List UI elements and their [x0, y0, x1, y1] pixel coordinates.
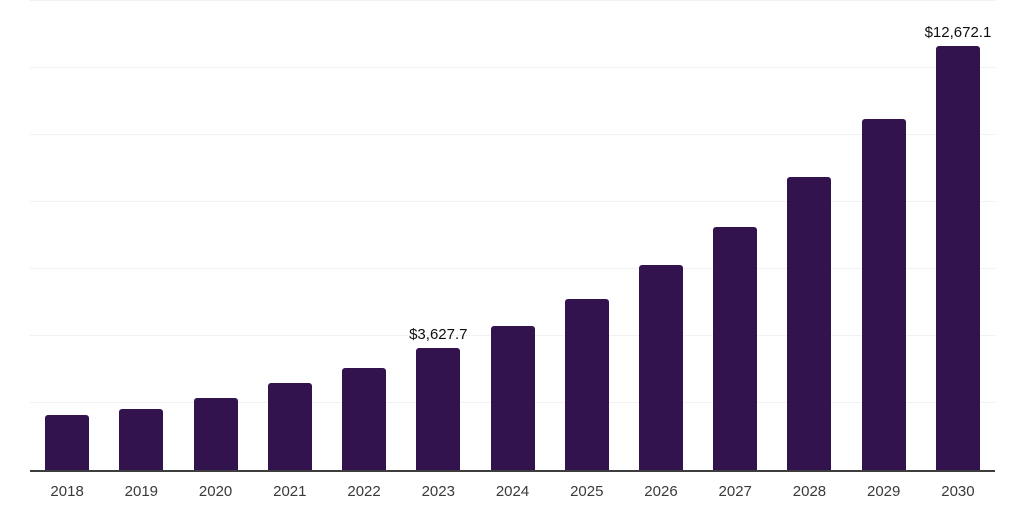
- bar-slot-2030: $12,672.1: [921, 1, 995, 470]
- x-tick-2028: 2028: [792, 483, 827, 500]
- gridline: [30, 67, 995, 68]
- bars-layer: $3,627.7 $12,672.1: [30, 1, 995, 470]
- x-tick-2030: 2030: [941, 483, 975, 500]
- gridline: [30, 201, 995, 202]
- x-tick-2027: 2027: [718, 483, 752, 500]
- x-tick-2029: 2029: [867, 483, 901, 500]
- bar-slot-2027: [698, 1, 772, 470]
- bar-2026: [638, 264, 683, 470]
- bar-slot-2028: [772, 1, 846, 470]
- x-tick-2021: 2021: [273, 483, 307, 500]
- x-tick-2024: 2024: [495, 483, 530, 500]
- bar-slot-2018: [30, 1, 104, 470]
- bar-2018: [45, 415, 90, 470]
- x-tick-2023: 2023: [421, 483, 455, 500]
- x-tick-2020: 2020: [198, 483, 233, 500]
- bar-2019: [119, 409, 164, 470]
- value-label-2023: $3,627.7: [409, 326, 468, 344]
- bar-2024: [490, 325, 535, 470]
- x-tick-2025: 2025: [570, 483, 604, 500]
- bar-slot-2025: [550, 1, 624, 470]
- bar-slot-2020: [178, 1, 252, 470]
- bar-2025: [564, 298, 609, 470]
- bar-2030: [935, 45, 980, 470]
- gridline: [30, 134, 995, 135]
- bar-2022: [342, 367, 387, 470]
- bar-slot-2019: [104, 1, 178, 470]
- bar-2023: [416, 348, 461, 470]
- bar-slot-2021: [253, 1, 327, 470]
- bar-slot-2024: [475, 1, 549, 470]
- plot-area: $3,627.7 $12,672.1: [30, 0, 995, 472]
- bar-2020: [193, 398, 238, 470]
- bar-slot-2029: [847, 1, 921, 470]
- bar-2021: [267, 383, 312, 470]
- x-tick-2019: 2019: [124, 483, 159, 500]
- bar-2028: [787, 177, 832, 470]
- gridline: [30, 268, 995, 269]
- bar-2027: [713, 227, 758, 470]
- bar-slot-2026: [624, 1, 698, 470]
- x-tick-2018: 2018: [50, 483, 84, 500]
- bar-slot-2023: $3,627.7: [401, 1, 475, 470]
- gridline: [30, 0, 995, 1]
- bar-2029: [861, 118, 906, 470]
- value-label-2030: $12,672.1: [924, 23, 992, 41]
- x-axis-labels: 2018 2019 2020 2021 2022 2023 2024 2025 2026 2027…: [30, 483, 995, 501]
- x-tick-2022: 2022: [347, 483, 381, 500]
- x-tick-2026: 2026: [644, 483, 678, 500]
- bar-slot-2022: [327, 1, 401, 470]
